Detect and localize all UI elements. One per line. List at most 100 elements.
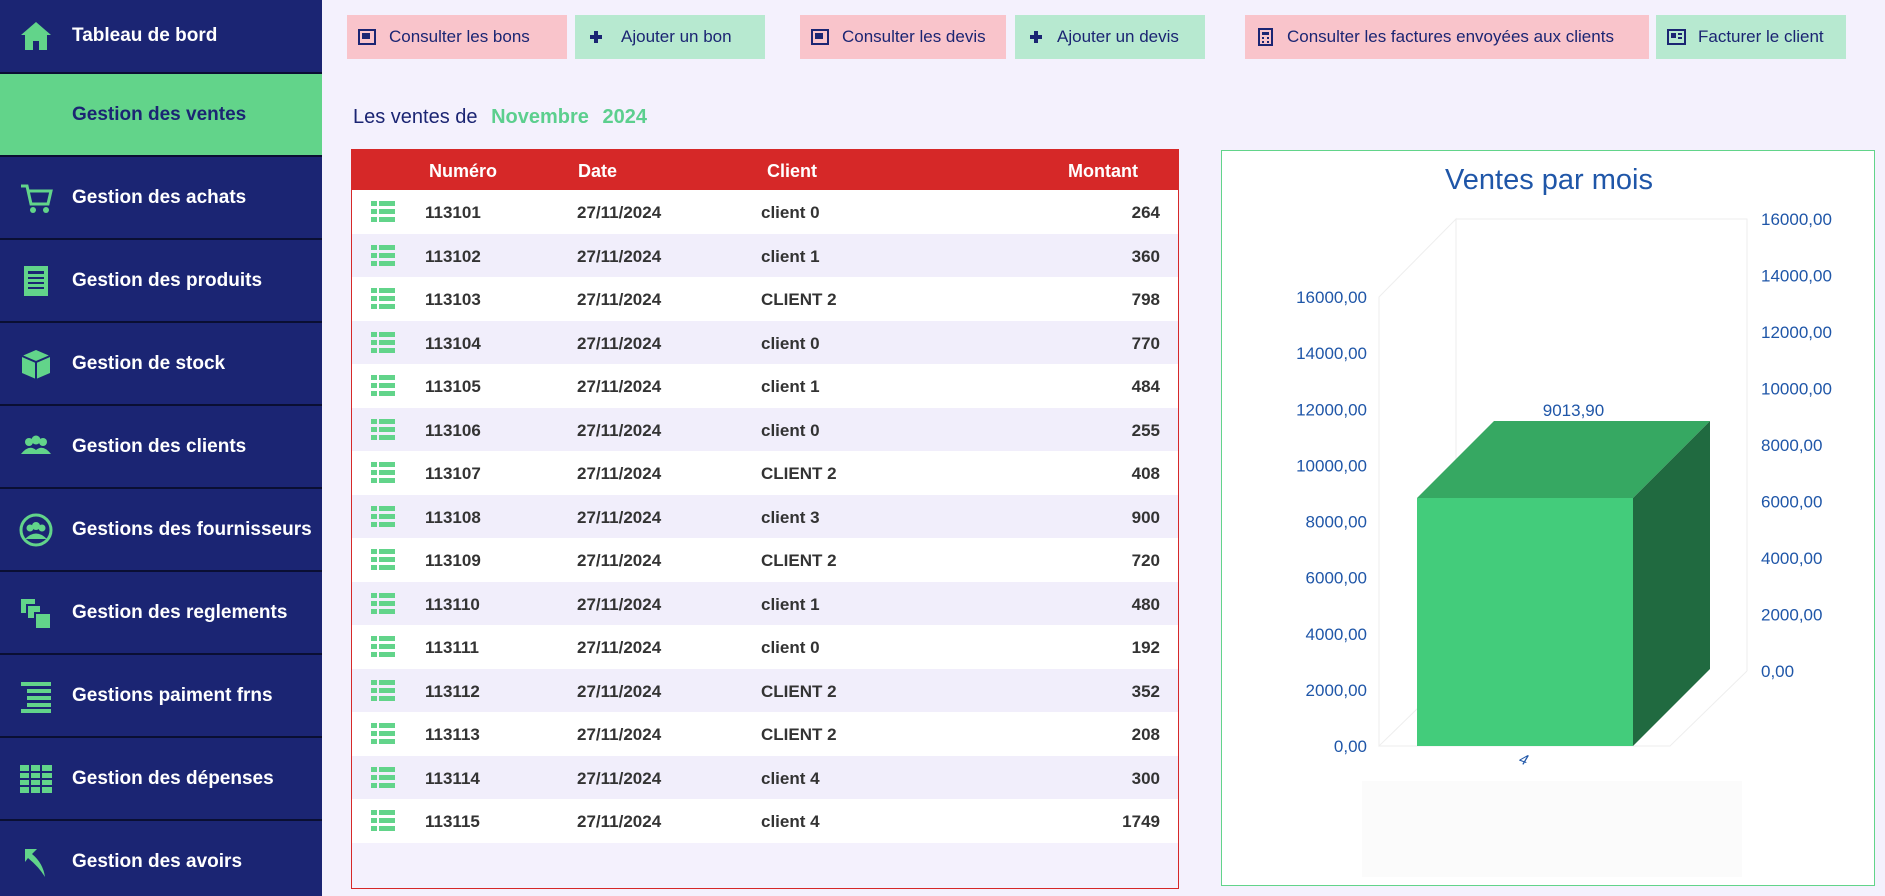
grid-icon[interactable] bbox=[371, 810, 395, 832]
cell-date: 27/11/2024 bbox=[577, 507, 662, 527]
sidebar-item[interactable]: Gestion des ventes bbox=[0, 74, 322, 157]
grid-icon[interactable] bbox=[371, 288, 395, 310]
table-row[interactable]: 113114 27/11/2024 client 4 300 bbox=[352, 755, 1178, 799]
y-tick-label-left: 10000,00 bbox=[1296, 456, 1367, 475]
cell-numero: 113110 bbox=[425, 594, 480, 614]
table-row[interactable]: 113113 27/11/2024 CLIENT 2 208 bbox=[352, 712, 1178, 756]
cell-montant: 480 bbox=[1131, 594, 1160, 614]
sidebar-item[interactable]: Gestion de stock bbox=[0, 323, 322, 406]
bar-front-face bbox=[1417, 498, 1633, 746]
table-row[interactable]: 113115 27/11/2024 client 4 1749 bbox=[352, 799, 1178, 843]
y-tick-label-right: 10000,00 bbox=[1761, 380, 1832, 399]
bar-side-face bbox=[1633, 421, 1710, 746]
grid-icon[interactable] bbox=[371, 331, 395, 354]
table-row[interactable]: 113107 27/11/2024 CLIENT 2 408 bbox=[352, 451, 1178, 495]
home-icon bbox=[0, 19, 72, 53]
table-row[interactable]: 113105 27/11/2024 client 1 484 bbox=[352, 364, 1178, 408]
cell-numero: 113115 bbox=[425, 812, 480, 831]
grid-icon[interactable] bbox=[371, 244, 395, 267]
table-row[interactable]: 113110 27/11/2024 client 1 480 bbox=[352, 581, 1178, 625]
cell-client: CLIENT 2 bbox=[761, 725, 837, 744]
consult-devis-label: Consulter les devis bbox=[842, 27, 986, 46]
table-row[interactable]: 113106 27/11/2024 client 0 255 bbox=[352, 407, 1178, 451]
return-arrow-icon bbox=[0, 845, 72, 879]
cell-date: 27/11/2024 bbox=[577, 203, 662, 222]
grid-icon[interactable] bbox=[371, 679, 395, 702]
y-tick-label-left: 8000,00 bbox=[1306, 513, 1367, 532]
cell-numero: 113105 bbox=[425, 377, 481, 396]
sidebar-item[interactable]: Gestion des reglements bbox=[0, 572, 322, 655]
table-row[interactable]: 113108 27/11/2024 client 3 900 bbox=[352, 494, 1178, 538]
users-icon bbox=[0, 430, 72, 464]
table-header: Numéro Date Client Montant bbox=[352, 150, 1178, 190]
facturer-button[interactable]: Facturer le client bbox=[1656, 15, 1846, 59]
consult-devis-button[interactable]: Consulter les devis bbox=[800, 15, 1006, 59]
add-devis-button[interactable]: Ajouter un devis bbox=[1015, 15, 1205, 59]
grid-icon[interactable] bbox=[371, 462, 395, 484]
cell-date: 27/11/2024 bbox=[577, 681, 662, 701]
sidebar-item-label: Gestion des dépenses bbox=[72, 767, 274, 789]
cell-date: 27/11/2024 bbox=[577, 464, 662, 483]
table-row[interactable]: 113111 27/11/2024 client 0 192 bbox=[352, 625, 1178, 669]
sidebar-item[interactable]: Gestions des fournisseurs bbox=[0, 489, 322, 572]
document-icon bbox=[810, 28, 832, 46]
y-tick-label-left: 6000,00 bbox=[1306, 569, 1367, 588]
table-row[interactable]: 113109 27/11/2024 CLIENT 2 720 bbox=[352, 538, 1178, 582]
table-row[interactable]: 113104 27/11/2024 client 0 770 bbox=[352, 320, 1178, 364]
grid-icon[interactable] bbox=[371, 592, 395, 615]
sidebar-item[interactable]: Gestions paiment frns bbox=[0, 655, 322, 738]
y-tick-label-left: 12000,00 bbox=[1296, 400, 1367, 419]
document-icon bbox=[357, 28, 379, 46]
add-bon-button[interactable]: Ajouter un bon bbox=[575, 15, 765, 59]
cell-client: client 1 bbox=[761, 594, 820, 614]
sidebar-item[interactable]: Gestion des avoirs bbox=[0, 821, 322, 896]
cell-montant: 192 bbox=[1131, 638, 1160, 657]
cell-montant: 255 bbox=[1131, 420, 1160, 440]
consult-bons-button[interactable]: Consulter les bons bbox=[347, 15, 567, 59]
sidebar-item-label: Gestion des achats bbox=[72, 186, 247, 208]
period-year: 2024 bbox=[602, 106, 647, 128]
cell-numero: 113114 bbox=[425, 768, 480, 788]
y-tick-label-right: 6000,00 bbox=[1761, 493, 1822, 512]
grid-icon[interactable] bbox=[371, 766, 395, 789]
grid-icon[interactable] bbox=[371, 549, 395, 571]
sidebar-item-label: Gestion des clients bbox=[72, 435, 247, 457]
cell-numero: 113101 bbox=[425, 203, 481, 222]
cell-client: CLIENT 2 bbox=[761, 290, 837, 309]
sidebar-item[interactable]: Gestion des produits bbox=[0, 240, 322, 323]
header-client: Client bbox=[767, 161, 818, 181]
bar-data-label: 9013,90 bbox=[1543, 401, 1604, 420]
cell-numero: 113109 bbox=[425, 551, 481, 570]
cell-numero: 113108 bbox=[425, 507, 481, 527]
grid-icon[interactable] bbox=[371, 505, 395, 528]
consult-factures-button[interactable]: Consulter les factures envoyées aux clie… bbox=[1245, 15, 1649, 59]
y-tick-label-right: 4000,00 bbox=[1761, 549, 1822, 568]
y-tick-label-right: 0,00 bbox=[1761, 662, 1794, 681]
cell-numero: 113103 bbox=[425, 290, 481, 309]
add-bon-label: Ajouter un bon bbox=[621, 27, 732, 46]
grid-icon[interactable] bbox=[371, 201, 395, 223]
table-row[interactable]: 113112 27/11/2024 CLIENT 2 352 bbox=[352, 668, 1178, 712]
sidebar-item[interactable]: Gestion des clients bbox=[0, 406, 322, 489]
grid-icon[interactable] bbox=[371, 636, 395, 658]
sidebar-item[interactable]: Tableau de bord bbox=[0, 0, 322, 74]
plus-icon bbox=[585, 28, 607, 46]
grid-icon[interactable] bbox=[371, 375, 395, 397]
box-icon bbox=[0, 347, 72, 381]
grid-icon[interactable] bbox=[371, 418, 395, 441]
table-row[interactable]: 113103 27/11/2024 CLIENT 2 798 bbox=[352, 277, 1178, 321]
table-row[interactable]: 113102 27/11/2024 client 1 360 bbox=[352, 233, 1178, 277]
consult-factures-label: Consulter les factures envoyées aux clie… bbox=[1287, 27, 1614, 46]
grid-icon[interactable] bbox=[371, 723, 395, 745]
cell-date: 27/11/2024 bbox=[577, 638, 662, 657]
header-date: Date bbox=[578, 161, 618, 181]
y-tick-label-right: 16000,00 bbox=[1761, 210, 1832, 229]
table-row[interactable]: 113101 27/11/2024 client 0 264 bbox=[352, 190, 1178, 234]
cell-numero: 113112 bbox=[425, 681, 480, 701]
sidebar-item[interactable]: Gestion des achats bbox=[0, 157, 322, 240]
cell-numero: 113107 bbox=[425, 464, 481, 483]
cell-numero: 113104 bbox=[425, 333, 481, 353]
cell-date: 27/11/2024 bbox=[577, 333, 662, 353]
sales-chart: Ventes par mois 0,00 0,00 2000,00 2000,00 400… bbox=[1221, 150, 1875, 886]
sidebar-item[interactable]: Gestion des dépenses bbox=[0, 738, 322, 821]
